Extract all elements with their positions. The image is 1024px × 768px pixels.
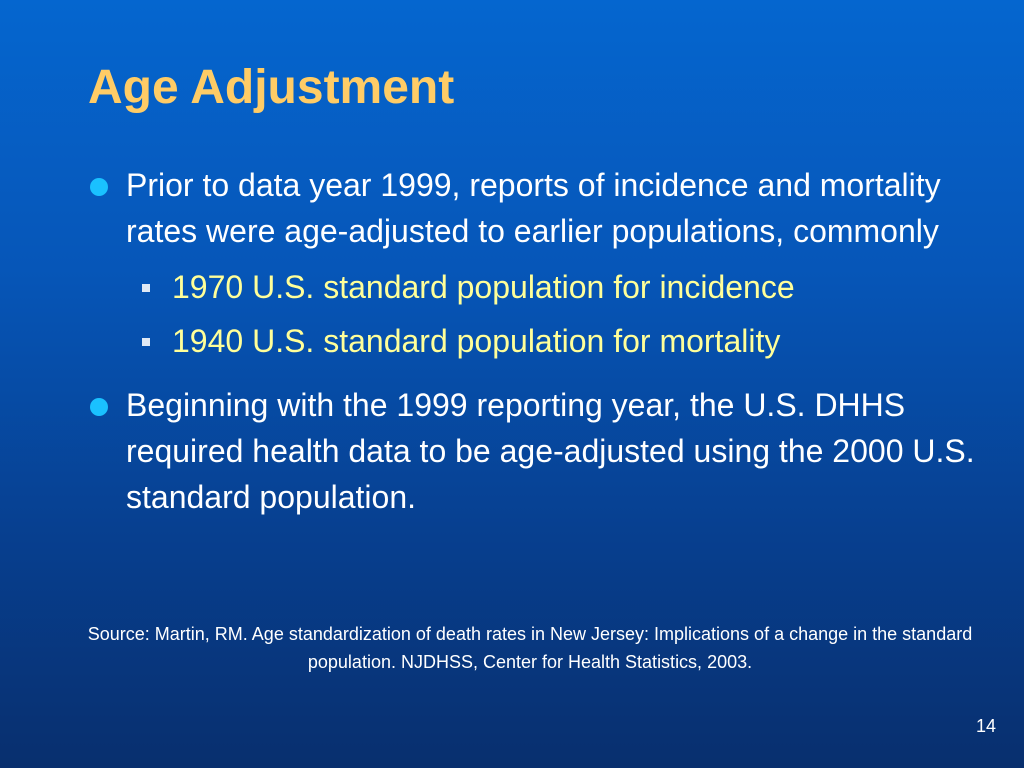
bullet-item-2: Beginning with the 1999 reporting year, … bbox=[88, 382, 998, 520]
bullet-list: Prior to data year 1999, reports of inci… bbox=[88, 162, 998, 520]
bullet-text-1: Prior to data year 1999, reports of inci… bbox=[126, 167, 941, 249]
bullet-text-2: Beginning with the 1999 reporting year, … bbox=[126, 387, 975, 515]
square-bullet-icon bbox=[142, 338, 150, 346]
round-bullet-icon bbox=[90, 398, 108, 416]
sub-bullet-item-2: 1940 U.S. standard population for mortal… bbox=[126, 314, 998, 368]
page-number: 14 bbox=[975, 716, 996, 736]
bullet-item-1: Prior to data year 1999, reports of inci… bbox=[88, 162, 998, 368]
sub-bullet-text-1: 1970 U.S. standard population for incide… bbox=[172, 269, 795, 305]
square-bullet-icon bbox=[142, 284, 150, 292]
slide-title: Age Adjustment bbox=[88, 61, 455, 114]
sub-bullet-item-1: 1970 U.S. standard population for incide… bbox=[126, 260, 998, 314]
source-citation: Source: Martin, RM. Age standardization … bbox=[87, 624, 973, 672]
sub-bullet-list: 1970 U.S. standard population for incide… bbox=[126, 260, 998, 368]
round-bullet-icon bbox=[90, 178, 108, 196]
sub-bullet-text-2: 1940 U.S. standard population for mortal… bbox=[172, 323, 781, 359]
